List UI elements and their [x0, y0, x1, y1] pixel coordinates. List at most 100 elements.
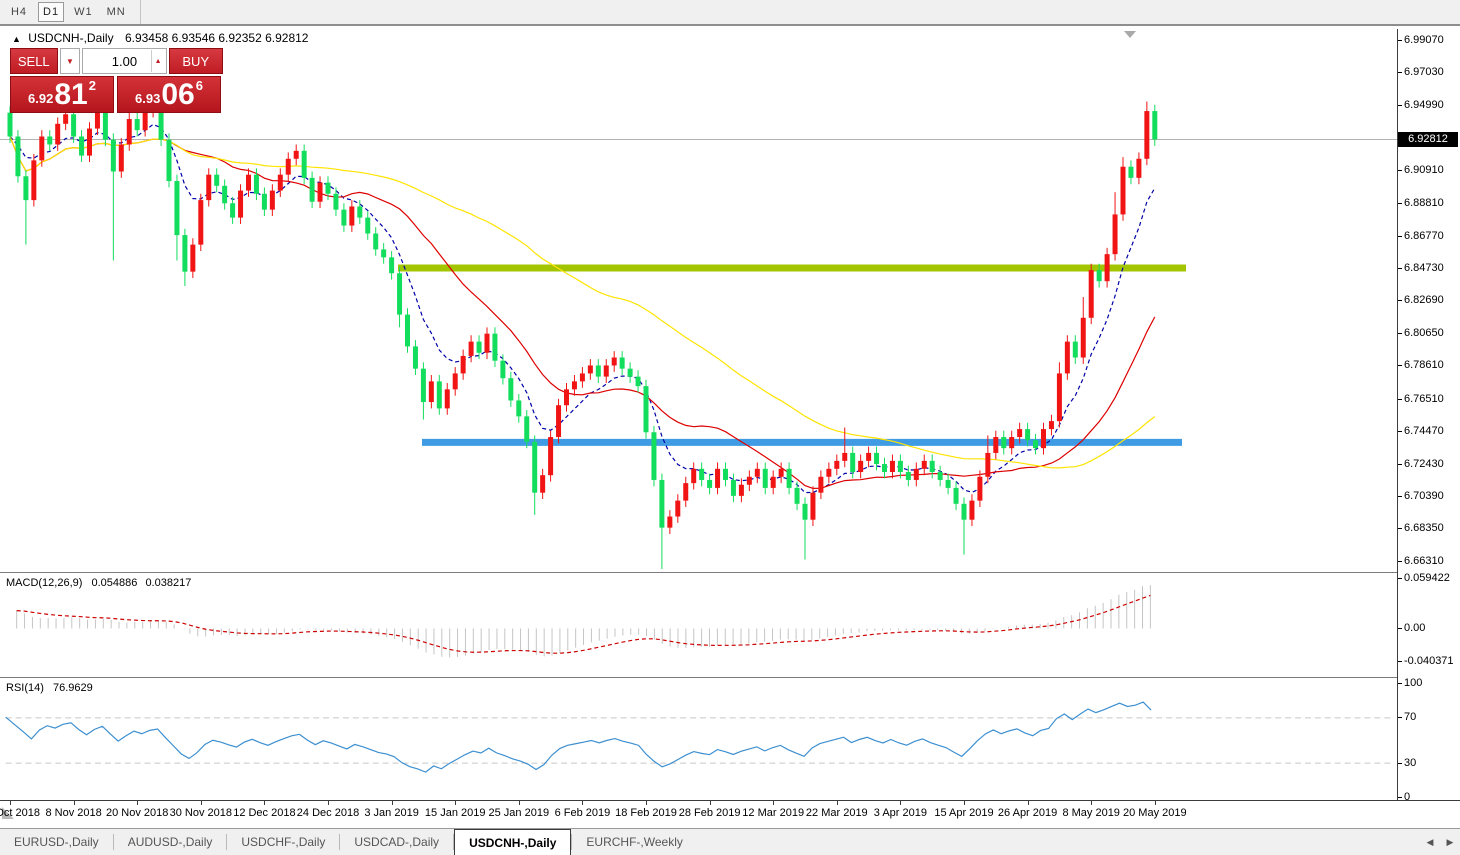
volume-field: ▲ [82, 48, 167, 74]
macd-value: 0.054886 [91, 577, 138, 589]
chart-tab-usdcnh[interactable]: USDCNH-,Daily [454, 829, 572, 855]
scroll-position-marker [1124, 31, 1136, 38]
tabs-scroll-left-button[interactable]: ◀ [1424, 836, 1436, 848]
date-axis-label: 12 Mar 2019 [742, 807, 805, 819]
axis-tick [1398, 268, 1402, 269]
axis-tick [1398, 398, 1402, 400]
rsi-indicator-canvas[interactable] [0, 677, 1397, 799]
date-axis-label: 30 Nov 2018 [169, 807, 232, 819]
axis-tick [1398, 496, 1402, 497]
tab-separator [339, 834, 341, 850]
axis-tick [1398, 169, 1402, 171]
axis-tick [836, 801, 838, 805]
chart-tab-usdchf[interactable]: USDCHF-,Daily [241, 835, 326, 849]
price-axis-label: 6.88810 [1404, 197, 1444, 210]
chart-tab-usdcad[interactable]: USDCAD-,Daily [354, 835, 440, 849]
axis-tick [709, 801, 711, 805]
chart-tabs: EURUSD-,Daily AUDUSD-,Daily USDCHF-,Daily U… [0, 829, 697, 855]
buy-price-pip: 6 [195, 78, 203, 93]
axis-tick [1398, 560, 1402, 562]
chart-tab-audusd[interactable]: AUDUSD-,Daily [127, 835, 213, 849]
price-axis-label: 6.78610 [1404, 359, 1444, 372]
chevron-right-icon: ▶ [1446, 836, 1454, 847]
buy-price-big: 06 [161, 78, 195, 111]
macd-indicator-canvas[interactable] [0, 572, 1397, 675]
axis-tick [200, 801, 202, 805]
rsi-axis-label: 0 [1404, 791, 1411, 803]
timeframe-tab-w1[interactable]: W1 [74, 6, 93, 18]
date-axis-label: 26 Apr 2019 [997, 807, 1058, 819]
date-axis-label: 18 Feb 2019 [615, 807, 677, 819]
axis-tick [646, 801, 647, 805]
price-axis-label: 6.80650 [1404, 326, 1444, 339]
buy-price-box[interactable]: 6.93 06 6 [117, 76, 221, 113]
price-axis-label: 6.68350 [1404, 522, 1444, 535]
sell-price-prefix: 6.92 [28, 91, 54, 106]
buy-price-prefix: 6.93 [135, 91, 161, 106]
date-axis-label: 25 Jan 2019 [488, 807, 550, 819]
date-axis-label: 20 Nov 2018 [105, 807, 169, 819]
one-click-trading-panel: SELL ▼ ▲ BUY 6.92 81 2 6.93 06 6 [10, 48, 223, 113]
date-axis-label: 6 Feb 2019 [554, 807, 611, 819]
axis-tick [1398, 763, 1402, 764]
price-axis-label: 6.82690 [1404, 294, 1444, 307]
ohlc-values: 6.93458 6.93546 6.92352 6.92812 [124, 31, 309, 45]
price-axis-label: 6.74470 [1404, 425, 1444, 438]
price-axis-label: 6.72430 [1404, 457, 1444, 470]
axis-tick [264, 801, 266, 805]
axis-tick [1398, 628, 1402, 629]
axis-tick [964, 801, 965, 805]
chart-tab-eurusd[interactable]: EURUSD-,Daily [14, 835, 99, 849]
symbol-period-label: USDCNH-,Daily [28, 31, 114, 45]
price-axis-label: 6.66310 [1404, 554, 1444, 567]
rsi-label: RSI(14) 76.9629 [6, 682, 93, 694]
axis-tick [1398, 661, 1402, 662]
axis-tick [1398, 235, 1402, 237]
chevron-left-icon: ◀ [1426, 836, 1434, 847]
axis-tick [1398, 332, 1402, 334]
price-axis-label: 6.70390 [1404, 490, 1444, 502]
axis-tick [1398, 797, 1402, 798]
axis-tick [1398, 463, 1402, 465]
axis-tick [1398, 40, 1402, 41]
timeframe-tab-d1[interactable]: D1 [38, 2, 65, 22]
volume-dropdown-button[interactable]: ▼ [59, 48, 81, 74]
timeframe-toolbar: H4 D1 W1 MN [0, 0, 1460, 26]
chart-tab-eurchf[interactable]: EURCHF-,Weekly [586, 835, 683, 849]
axis-tick [1027, 801, 1029, 805]
macd-axis-label: 0.00 [1404, 622, 1426, 634]
macd-signal-value: 0.038217 [145, 577, 192, 589]
axis-tick [391, 801, 393, 805]
sell-price-box[interactable]: 6.92 81 2 [10, 76, 114, 113]
timeframe-tab-mn[interactable]: MN [106, 6, 126, 18]
axis-tick [10, 801, 11, 805]
price-axis-label: 6.94990 [1404, 98, 1444, 111]
tabs-scroll-right-button[interactable]: ▶ [1444, 836, 1456, 848]
date-axis-label: 20 May 2019 [1122, 807, 1187, 819]
date-axis-label: 8 Nov 2018 [45, 807, 102, 819]
axis-tick [518, 801, 520, 805]
sell-price-pip: 2 [88, 78, 96, 93]
axis-tick [1398, 365, 1402, 367]
sell-button[interactable]: SELL [10, 48, 58, 74]
rsi-value: 76.9629 [52, 682, 93, 694]
macd-axis-label: -0.040371 [1404, 655, 1454, 667]
axis-tick [1091, 801, 1093, 805]
tab-separator [226, 834, 228, 850]
axis-tick [1398, 72, 1402, 74]
price-axis-border [1397, 29, 1398, 800]
timeframe-tab-h4[interactable]: H4 [10, 6, 28, 18]
collapse-triangle-icon[interactable]: ▲ [12, 34, 21, 44]
price-axis-label: 6.97030 [1404, 66, 1444, 79]
volume-input[interactable] [83, 49, 166, 73]
current-price-tag: 6.92812 [1398, 132, 1458, 147]
axis-tick [1398, 528, 1402, 530]
axis-tick [1154, 801, 1156, 805]
axis-tick [455, 801, 457, 805]
buy-button[interactable]: BUY [168, 48, 223, 74]
volume-spin-up-button[interactable]: ▲ [150, 50, 165, 72]
date-axis-label: 12 Dec 2018 [233, 807, 296, 819]
price-chart-canvas[interactable] [0, 29, 1397, 570]
